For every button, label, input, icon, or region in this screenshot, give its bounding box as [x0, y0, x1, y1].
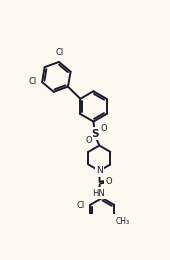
- Text: O: O: [101, 124, 107, 133]
- Text: Cl: Cl: [55, 48, 63, 57]
- Text: CH₃: CH₃: [116, 217, 130, 226]
- Text: Cl: Cl: [77, 201, 85, 210]
- Text: HN: HN: [92, 189, 105, 198]
- Text: N: N: [96, 166, 103, 175]
- Text: Cl: Cl: [28, 77, 37, 86]
- Text: O: O: [106, 177, 112, 186]
- Text: O: O: [85, 136, 92, 145]
- Text: S: S: [91, 129, 99, 139]
